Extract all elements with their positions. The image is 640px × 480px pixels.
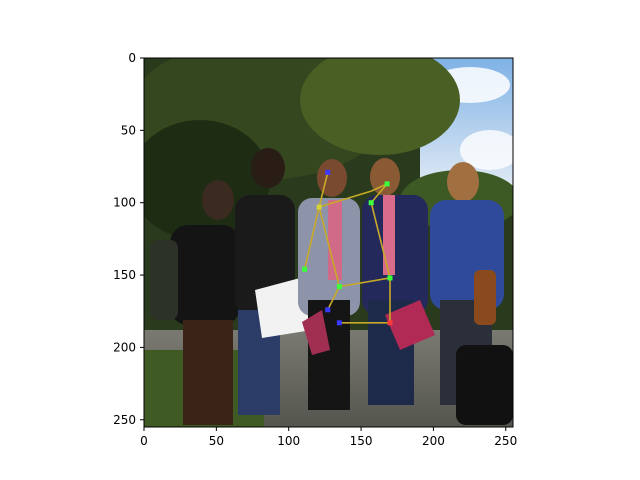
- y-tick-label: 200: [113, 340, 136, 354]
- keypoint-6: [387, 275, 393, 281]
- plot-frame: [143, 57, 514, 428]
- y-tick-label: 100: [113, 196, 136, 210]
- y-tick-label: 0: [128, 51, 136, 65]
- skeleton-segment-10: [303, 206, 320, 270]
- skeleton-segment-1: [318, 190, 372, 208]
- x-axis: 0 50 100 150 200 250: [140, 427, 517, 448]
- skeleton-segment-7: [327, 286, 341, 311]
- skeleton-segment-0: [318, 172, 329, 208]
- keypoint-8: [336, 320, 342, 326]
- x-tick-label: 150: [350, 434, 373, 448]
- pose-skeleton: [303, 172, 391, 324]
- x-tick-label: 100: [277, 434, 300, 448]
- skeleton-segment-2: [370, 183, 388, 192]
- keypoint-4: [302, 266, 308, 272]
- pose-keypoints: [302, 169, 393, 326]
- x-tick-label: 250: [494, 434, 517, 448]
- y-tick-label: 50: [121, 123, 136, 137]
- skeleton-segment-4: [370, 183, 388, 204]
- skeleton-segment-5: [370, 202, 391, 279]
- y-tick-label: 150: [113, 268, 136, 282]
- keypoint-1: [384, 181, 390, 187]
- x-tick-label: 200: [422, 434, 445, 448]
- x-tick-label: 50: [209, 434, 224, 448]
- keypoint-0: [325, 169, 331, 175]
- x-tick-label: 0: [140, 434, 148, 448]
- skeleton-segment-3: [318, 206, 341, 287]
- keypoint-5: [336, 284, 342, 290]
- skeleton-segment-6: [339, 277, 391, 288]
- keypoint-2: [316, 204, 322, 210]
- keypoint-7: [325, 307, 331, 313]
- y-axis: 0 50 100 150 200 250: [113, 51, 144, 427]
- y-tick-label: 250: [113, 413, 136, 427]
- keypoint-9: [387, 320, 393, 326]
- photo-background: [144, 58, 513, 427]
- keypoint-3: [368, 200, 374, 206]
